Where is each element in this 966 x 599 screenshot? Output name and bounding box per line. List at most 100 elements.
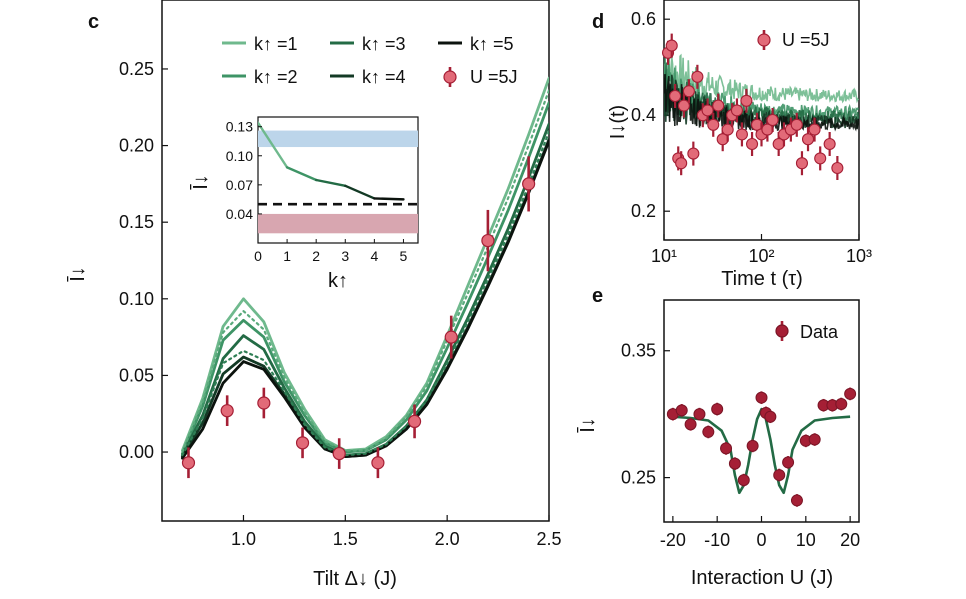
panel-c: 1.0 1.5 2.0 2.5 0.00 0.05 0.10 0.15 0.20 0.25 Ti… (66, 0, 562, 590)
panel-c-legend: k↑ =1 k↑ =3 k↑ =5 k↑ =2 k↑ =4 U =5J (222, 34, 518, 87)
data-point (481, 233, 495, 248)
data-point (730, 104, 743, 117)
data-point (790, 494, 803, 507)
data-point (677, 99, 690, 112)
data-point (693, 408, 706, 421)
inset-y-tick-label: 0.04 (226, 206, 253, 222)
panel-c-y-tick-label: 0.05 (119, 365, 154, 385)
panel-e-x-tick-label: -10 (704, 530, 730, 550)
inset-x-label: k↑ (328, 270, 348, 292)
data-point (444, 330, 458, 344)
panel-d-x-label: Time t (τ) (721, 268, 803, 290)
data-point (665, 39, 678, 52)
data-point (687, 147, 700, 160)
inset-y-ticks: 0.04 0.07 0.10 0.13 (226, 119, 262, 222)
data-point (684, 418, 697, 431)
panel-e-x-tick-label: 10 (796, 530, 816, 550)
panel-d-y-label: I↓(t) (607, 105, 629, 139)
series-line-k5 (181, 139, 549, 460)
data-point (823, 137, 836, 151)
legend-marker-point (757, 33, 771, 47)
series-line-dotted-k2 (181, 130, 549, 457)
data-point (257, 396, 271, 410)
data-point (755, 391, 768, 404)
inset-x-tick-label: 1 (283, 248, 291, 264)
data-point (782, 456, 795, 469)
legend-label: k↑ =3 (362, 34, 406, 54)
inset-x-tick-label: 5 (400, 248, 408, 264)
data-point (371, 456, 385, 470)
data-point (712, 99, 725, 112)
legend-label: k↑ =5 (470, 34, 514, 54)
panel-label-e: e (592, 285, 603, 307)
legend-label: k↑ =4 (362, 67, 406, 87)
data-point (295, 436, 310, 450)
panel-label-c: c (88, 11, 99, 33)
data-point (675, 157, 688, 170)
panel-label-d: d (592, 11, 604, 33)
inset-blue-band (258, 130, 418, 148)
panel-e: -20 -10 0 10 20 0.25 0.35 Interaction U (J) Ī… (576, 299, 860, 589)
panel-c-x-tick-label: 2.5 (536, 529, 561, 549)
data-point (814, 152, 827, 165)
data-point (711, 403, 724, 416)
data-point (746, 439, 759, 452)
inset-series-segment (373, 197, 405, 201)
panel-c-y-tick-label: 0.00 (119, 442, 154, 462)
data-point (801, 133, 815, 146)
panel-d-y-tick-label: 0.2 (631, 201, 656, 221)
data-point (835, 398, 848, 411)
inset-series-segment (258, 121, 289, 169)
data-point (332, 446, 346, 461)
inset-x-tick-label: 3 (341, 248, 349, 264)
legend-label: U =5J (782, 30, 830, 50)
legend-label: U =5J (470, 67, 518, 87)
panel-c-y-label: Ī↓ (66, 266, 89, 282)
data-point (675, 404, 688, 417)
inset-x-tick-label: 4 (370, 248, 378, 264)
data-point (720, 442, 733, 455)
fit-line (672, 407, 851, 495)
panel-e-data-points (666, 387, 857, 507)
data-point (764, 410, 777, 423)
inset-content (258, 121, 418, 234)
inset-series-segment (285, 166, 318, 182)
data-point (746, 137, 759, 151)
data-point (831, 161, 844, 175)
panel-e-y-tick-label: 0.25 (621, 468, 656, 488)
panel-e-x-tick-label: 0 (756, 530, 766, 550)
panel-e-x-label: Interaction U (J) (691, 567, 833, 589)
panel-c-frame (161, 0, 550, 522)
data-point (701, 104, 714, 117)
legend-label: k↑ =2 (254, 67, 298, 87)
data-point (735, 128, 748, 141)
data-point (691, 70, 704, 83)
panel-c-x-tick-label: 1.0 (231, 529, 256, 549)
legend-marker-point (775, 324, 789, 338)
panel-d-x-tick-label: 10¹ (651, 246, 677, 266)
panel-d-x-ticks: 10¹ 10² 10³ (651, 234, 872, 266)
panel-c-x-label: Tilt Δ↓ (J) (313, 568, 397, 590)
data-point (844, 387, 857, 400)
inset-x-tick-label: 2 (312, 248, 320, 264)
data-point (407, 414, 422, 428)
data-point (740, 94, 753, 107)
panel-e-x-tick-label: 20 (840, 530, 860, 550)
panel-c-x-ticks: 1.0 1.5 2.0 2.5 (231, 515, 562, 549)
panel-e-x-ticks: -20 -10 0 10 20 (660, 516, 860, 550)
legend-marker-point (443, 70, 457, 84)
panel-e-x-tick-label: -20 (660, 530, 686, 550)
data-point (669, 89, 682, 103)
inset-y-tick-label: 0.07 (226, 177, 253, 193)
panel-e-y-label: Ī↓ (576, 417, 599, 433)
data-point (702, 425, 715, 438)
inset-red-band (258, 213, 418, 234)
panel-d: 10¹ 10² 10³ 0.2 0.4 0.6 Time t (τ) I↓(t) U =… (607, 0, 872, 290)
panel-c-y-ticks: 0.00 0.05 0.10 0.15 0.20 0.25 (119, 59, 168, 462)
panel-c-data-points (181, 156, 536, 479)
inset-x-ticks: 0 1 2 3 4 5 (254, 239, 408, 264)
data-point (707, 118, 720, 131)
panel-d-data-points (661, 33, 844, 180)
panel-d-y-tick-label: 0.4 (631, 105, 656, 125)
